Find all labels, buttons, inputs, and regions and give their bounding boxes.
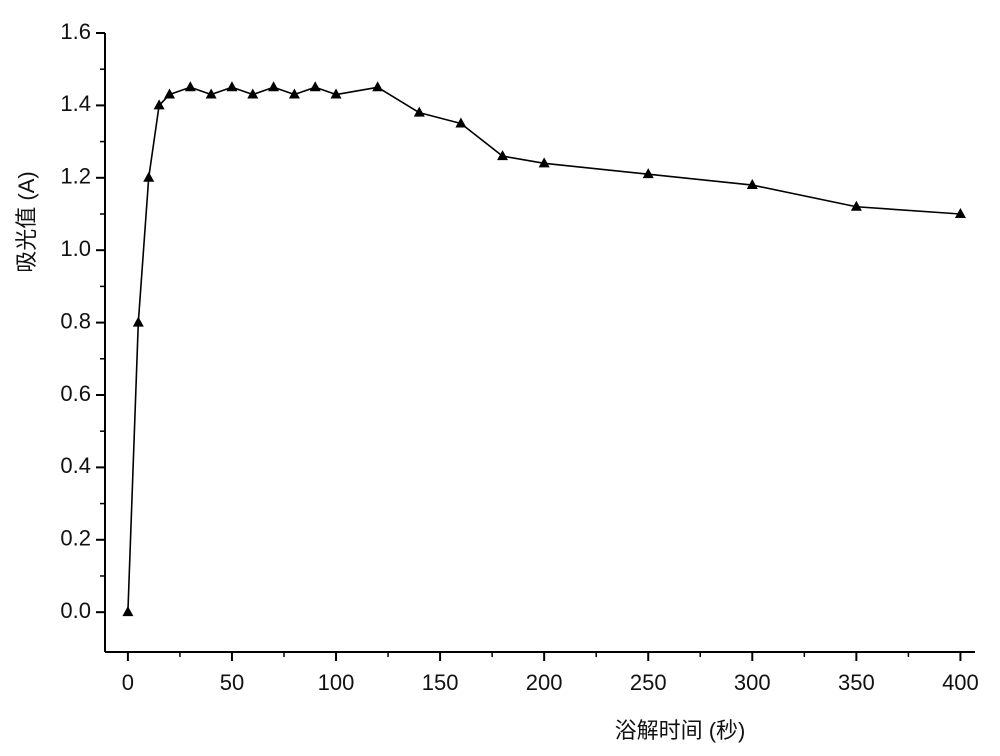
- marker: [372, 81, 384, 92]
- x-tick-label: 250: [630, 670, 667, 695]
- x-tick-label: 0: [122, 670, 134, 695]
- x-tick-label: 150: [422, 670, 459, 695]
- marker: [153, 99, 165, 110]
- y-tick-label: 1.4: [60, 91, 91, 116]
- marker: [184, 81, 196, 92]
- y-tick-label: 0.4: [60, 453, 91, 478]
- y-tick-label: 0.0: [60, 598, 91, 623]
- y-axis-title: 吸光值 (A): [14, 171, 39, 272]
- y-tick-label: 1.0: [60, 236, 91, 261]
- marker: [226, 81, 238, 92]
- marker: [538, 157, 550, 168]
- series-line: [127, 86, 961, 613]
- x-tick-label: 300: [734, 670, 771, 695]
- marker: [122, 606, 134, 617]
- marker: [309, 81, 321, 92]
- marker: [288, 88, 300, 99]
- x-tick-label: 350: [838, 670, 875, 695]
- marker: [205, 88, 217, 99]
- x-axis-title: 浴解时间 (秒): [615, 718, 746, 743]
- marker: [497, 150, 509, 161]
- marker: [413, 106, 425, 117]
- marker: [247, 88, 259, 99]
- y-tick-label: 1.6: [60, 19, 91, 44]
- marker: [746, 179, 758, 190]
- marker: [330, 88, 342, 99]
- marker: [132, 316, 144, 327]
- y-tick-label: 0.8: [60, 308, 91, 333]
- marker: [164, 88, 176, 99]
- marker: [850, 200, 862, 211]
- y-tick-label: 0.2: [60, 526, 91, 551]
- y-tick-label: 1.2: [60, 164, 91, 189]
- x-tick-label: 100: [318, 670, 355, 695]
- marker: [268, 81, 280, 92]
- x-tick-label: 200: [526, 670, 563, 695]
- marker: [143, 171, 155, 182]
- marker: [455, 117, 467, 128]
- x-tick-label: 50: [220, 670, 244, 695]
- x-tick-label: 400: [942, 670, 979, 695]
- marker: [954, 207, 966, 218]
- y-tick-label: 0.6: [60, 381, 91, 406]
- marker: [642, 168, 654, 179]
